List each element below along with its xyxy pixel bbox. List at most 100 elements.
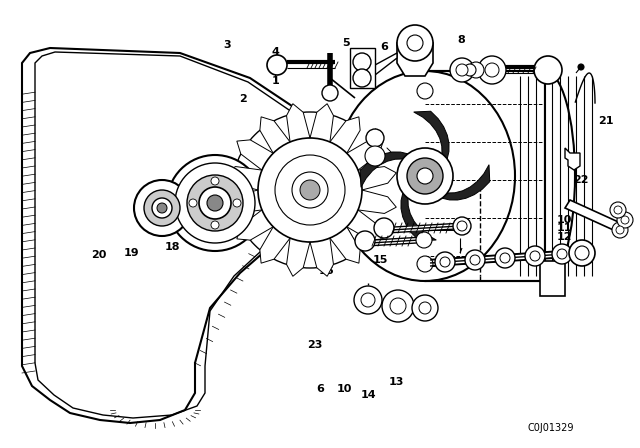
Text: 23: 23 bbox=[307, 340, 323, 350]
Polygon shape bbox=[330, 117, 360, 153]
Circle shape bbox=[465, 250, 485, 270]
Circle shape bbox=[144, 190, 180, 226]
Circle shape bbox=[534, 56, 562, 84]
Polygon shape bbox=[413, 111, 449, 165]
Circle shape bbox=[152, 198, 172, 218]
Text: 8: 8 bbox=[457, 35, 465, 45]
Circle shape bbox=[485, 63, 499, 77]
Circle shape bbox=[258, 138, 362, 242]
Circle shape bbox=[417, 168, 433, 184]
Circle shape bbox=[189, 199, 197, 207]
Text: 12: 12 bbox=[557, 233, 572, 242]
Circle shape bbox=[397, 148, 453, 204]
Circle shape bbox=[468, 62, 484, 78]
Circle shape bbox=[417, 256, 433, 272]
Circle shape bbox=[292, 172, 328, 208]
Circle shape bbox=[495, 248, 515, 268]
Circle shape bbox=[419, 302, 431, 314]
Polygon shape bbox=[397, 43, 433, 76]
Circle shape bbox=[382, 290, 414, 322]
Circle shape bbox=[407, 158, 443, 194]
Text: 6: 6 bbox=[380, 42, 388, 52]
Polygon shape bbox=[237, 210, 273, 240]
Circle shape bbox=[412, 295, 438, 321]
Circle shape bbox=[366, 129, 384, 147]
Circle shape bbox=[199, 187, 231, 219]
Text: 6: 6 bbox=[316, 384, 324, 394]
Circle shape bbox=[354, 286, 382, 314]
Circle shape bbox=[557, 249, 567, 259]
Circle shape bbox=[478, 56, 506, 84]
Circle shape bbox=[207, 195, 223, 211]
Text: C0J01329: C0J01329 bbox=[527, 423, 573, 433]
Circle shape bbox=[233, 199, 241, 207]
Circle shape bbox=[361, 293, 375, 307]
Circle shape bbox=[440, 257, 450, 267]
Circle shape bbox=[457, 221, 467, 231]
Polygon shape bbox=[237, 140, 273, 170]
Text: 14: 14 bbox=[360, 390, 376, 400]
Circle shape bbox=[569, 240, 595, 266]
Text: 3: 3 bbox=[223, 40, 231, 50]
Circle shape bbox=[530, 251, 540, 261]
Circle shape bbox=[187, 175, 243, 231]
Circle shape bbox=[610, 202, 626, 218]
Text: 11: 11 bbox=[557, 224, 572, 233]
Circle shape bbox=[275, 155, 345, 225]
Circle shape bbox=[614, 206, 622, 214]
Text: 2: 2 bbox=[239, 94, 247, 103]
Polygon shape bbox=[358, 190, 396, 213]
Polygon shape bbox=[565, 200, 625, 233]
Polygon shape bbox=[347, 210, 383, 240]
Circle shape bbox=[612, 222, 628, 238]
Ellipse shape bbox=[335, 71, 515, 281]
Circle shape bbox=[175, 163, 255, 243]
Polygon shape bbox=[224, 190, 262, 213]
Polygon shape bbox=[330, 227, 360, 263]
Circle shape bbox=[211, 177, 219, 185]
Circle shape bbox=[365, 146, 385, 166]
Text: 17: 17 bbox=[210, 228, 225, 238]
Polygon shape bbox=[436, 165, 490, 200]
Circle shape bbox=[300, 180, 320, 200]
Text: 1: 1 bbox=[271, 76, 279, 86]
Circle shape bbox=[578, 64, 584, 70]
Circle shape bbox=[464, 64, 476, 76]
Text: 20: 20 bbox=[92, 250, 107, 260]
Circle shape bbox=[416, 232, 432, 248]
Circle shape bbox=[552, 244, 572, 264]
Circle shape bbox=[353, 69, 371, 87]
Text: 10: 10 bbox=[557, 215, 572, 224]
Polygon shape bbox=[540, 261, 565, 296]
Circle shape bbox=[167, 155, 263, 251]
Polygon shape bbox=[287, 238, 310, 276]
Circle shape bbox=[617, 212, 633, 228]
Polygon shape bbox=[358, 167, 396, 190]
Text: 5: 5 bbox=[342, 38, 349, 47]
Polygon shape bbox=[375, 53, 397, 75]
Text: 9: 9 bbox=[252, 152, 260, 162]
Text: 15: 15 bbox=[373, 255, 388, 265]
Circle shape bbox=[525, 246, 545, 266]
Text: 18: 18 bbox=[165, 242, 180, 252]
Polygon shape bbox=[260, 117, 290, 153]
Polygon shape bbox=[565, 148, 580, 170]
Circle shape bbox=[157, 203, 167, 213]
Polygon shape bbox=[310, 238, 333, 276]
Circle shape bbox=[374, 218, 394, 238]
Text: 10: 10 bbox=[337, 384, 352, 394]
Polygon shape bbox=[260, 227, 290, 263]
Circle shape bbox=[575, 246, 589, 260]
Text: 4: 4 bbox=[271, 47, 279, 56]
Text: 21: 21 bbox=[598, 116, 614, 126]
Circle shape bbox=[500, 253, 510, 263]
Circle shape bbox=[417, 83, 433, 99]
Circle shape bbox=[211, 221, 219, 229]
Text: 19: 19 bbox=[124, 248, 139, 258]
Polygon shape bbox=[350, 48, 375, 88]
Text: 16: 16 bbox=[319, 266, 334, 276]
Circle shape bbox=[322, 85, 338, 101]
Text: 22: 22 bbox=[573, 175, 588, 185]
Circle shape bbox=[450, 58, 474, 82]
Circle shape bbox=[353, 53, 371, 71]
